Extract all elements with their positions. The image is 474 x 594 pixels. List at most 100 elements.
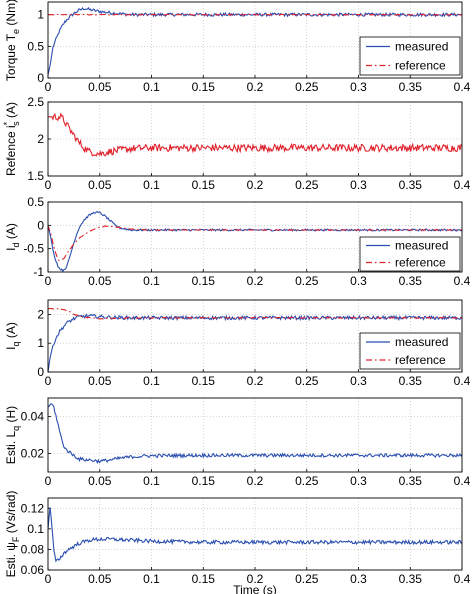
- x-tick-label: 0.2: [247, 178, 264, 192]
- x-tick-label: 0: [45, 374, 52, 388]
- x-tick-label: 0.05: [88, 178, 112, 192]
- axes-frame: [47, 201, 463, 273]
- x-tick-label: 0.05: [88, 572, 112, 586]
- legend-box: [359, 36, 461, 76]
- x-tick-label: 0.1: [143, 474, 160, 488]
- x-tick-label: 0.3: [350, 474, 367, 488]
- x-tick-label: 0.2: [247, 274, 264, 288]
- legend-label-measured: measured: [395, 239, 448, 253]
- x-tick-label: 0.05: [88, 80, 112, 94]
- y-tick-label: 0.02: [21, 447, 45, 461]
- x-tick-label: 0.15: [192, 274, 216, 288]
- x-tick-label: 0: [45, 178, 52, 192]
- x-tick-label: 0.25: [295, 178, 319, 192]
- y-tick-label: 0.5: [27, 195, 44, 209]
- x-tick-label: 0.25: [295, 274, 319, 288]
- y-tick-label: 2: [37, 307, 44, 321]
- y-axis-label-unit: (Nm): [4, 0, 18, 29]
- series-line: [48, 507, 462, 563]
- x-tick-label: 0.3: [350, 572, 367, 586]
- x-tick-label: 0.1: [143, 374, 160, 388]
- legend-box: [359, 332, 461, 370]
- legend-label-reference: reference: [395, 353, 446, 367]
- x-tick-label: 0.35: [399, 80, 423, 94]
- legend-label-measured: measured: [395, 40, 448, 54]
- y-axis-label-sup: *: [2, 121, 12, 125]
- y-axis-label-main: Torque T: [4, 33, 18, 81]
- measured-line: [48, 211, 462, 272]
- x-tick-label: 0.4: [454, 572, 471, 586]
- y-axis-label-main: Refence i: [4, 125, 18, 176]
- y-axis-label-sub: q: [11, 426, 21, 431]
- y-axis-label-main: Esti. ψ: [4, 542, 18, 577]
- x-tick-label: 0.35: [399, 474, 423, 488]
- x-tick-label: 0.2: [247, 80, 264, 94]
- y-axis-label-unit: (A): [4, 223, 18, 242]
- x-tick-label: 0: [45, 274, 52, 288]
- subplot-4: 0 0.05 0.1 0.15 0.2 0.25 0.3 0.35 0.4 0 1 2 Iq (A) me…: [4, 299, 471, 388]
- y-tick-label: 0: [37, 71, 44, 85]
- x-tick-label: 0.35: [399, 178, 423, 192]
- x-tick-label: 0.35: [399, 572, 423, 586]
- x-tick-label: 0.3: [350, 274, 367, 288]
- x-tick-label: 0.05: [88, 374, 112, 388]
- x-tick-label: 0.4: [454, 274, 471, 288]
- subplot-2: 0 0.05 0.1 0.15 0.2 0.25 0.3 0.35 0.4 1.5 2 2.5 Refe…: [2, 95, 471, 192]
- legend: measured reference: [359, 236, 461, 272]
- y-axis-label-main: Esti. L: [4, 431, 18, 465]
- y-axis-label-sub: F: [11, 536, 21, 542]
- x-tick-label: 0: [45, 572, 52, 586]
- y-tick-label: -1: [33, 265, 44, 279]
- x-tick-label: 0.15: [192, 80, 216, 94]
- x-tick-label: 0.25: [295, 80, 319, 94]
- x-tick-label: 0.4: [454, 80, 471, 94]
- x-tick-label: 0.05: [88, 274, 112, 288]
- y-axis-label-unit: (A): [4, 102, 18, 121]
- y-axis-label: Refence i*s (A): [2, 102, 21, 176]
- x-tick-label: 0.1: [143, 572, 160, 586]
- axes-frame: [47, 299, 463, 373]
- series-line: [48, 402, 462, 464]
- axes-frame: [47, 497, 463, 571]
- legend: measured reference: [359, 36, 461, 76]
- subplot-1: 0 0.05 0.1 0.15 0.2 0.25 0.3 0.35 0.4 0 0.5 1 Torque…: [4, 0, 471, 94]
- series-line: [48, 112, 462, 157]
- y-axis-label-unit: (A): [4, 322, 18, 341]
- x-tick-label: 0.4: [454, 474, 471, 488]
- x-tick-label: 0: [45, 474, 52, 488]
- legend-label-reference: reference: [395, 59, 446, 73]
- y-tick-label: 0.08: [21, 542, 45, 556]
- x-tick-label: 0.15: [192, 474, 216, 488]
- x-tick-label: 0.05: [88, 474, 112, 488]
- y-axis-label-main: I: [4, 248, 18, 251]
- x-tick-label: 0.15: [192, 374, 216, 388]
- x-tick-label: 0.3: [350, 374, 367, 388]
- y-axis-label: Iq (A): [4, 322, 21, 350]
- y-axis-label: Id (A): [4, 223, 21, 251]
- subplot-6: 0 0.05 0.1 0.15 0.2 0.25 0.3 0.35 0.4 0.06 0.08 0.1…: [4, 491, 471, 594]
- x-tick-label: 0.3: [350, 178, 367, 192]
- x-tick-label: 0.1: [143, 178, 160, 192]
- x-tick-label: 0.1: [143, 80, 160, 94]
- x-tick-label: 0.15: [192, 572, 216, 586]
- y-tick-label: 2.5: [27, 95, 44, 109]
- y-tick-label: 0.5: [27, 39, 44, 53]
- x-tick-label: 0.2: [247, 374, 264, 388]
- x-tick-label: 0.4: [454, 178, 471, 192]
- y-axis-label-sub: d: [11, 242, 21, 247]
- y-tick-label: 1: [37, 8, 44, 22]
- x-tick-label: 0.35: [399, 274, 423, 288]
- y-axis-label-sub: s: [11, 121, 21, 126]
- y-axis-label-main: I: [4, 347, 18, 350]
- axes-frame: [47, 397, 463, 473]
- x-tick-label: 0.35: [399, 374, 423, 388]
- y-tick-label: 0.04: [21, 410, 45, 424]
- y-tick-label: 0: [37, 218, 44, 232]
- y-tick-label: 1.5: [27, 169, 44, 183]
- y-axis-label-sub: e: [11, 29, 21, 34]
- x-tick-label: 0.2: [247, 474, 264, 488]
- axes-frame: [47, 101, 463, 177]
- x-tick-label: 0.1: [143, 274, 160, 288]
- subplot-3: 0 0.05 0.1 0.15 0.2 0.25 0.3 0.35 0.4 -1 -0.5 0 0.5 I…: [4, 195, 471, 288]
